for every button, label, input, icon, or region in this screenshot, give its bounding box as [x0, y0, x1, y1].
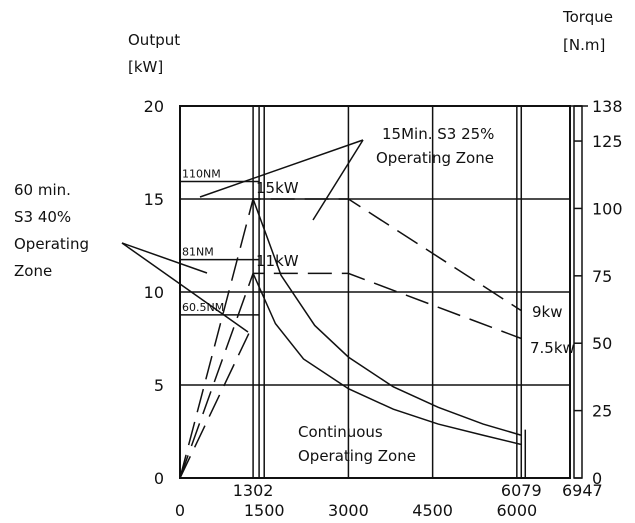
left-axis-title-2: [kW] [128, 58, 163, 76]
series-line-2 [179, 272, 522, 479]
leader-s3-25-b [312, 139, 364, 221]
bottom-tick-label: 0 [175, 501, 185, 520]
leader-s3-40-a [121, 242, 208, 274]
right-axis-title-2: [N.m] [563, 36, 605, 54]
torque-tick-label: 25 [592, 402, 612, 421]
torque-tick-label: 0 [592, 469, 602, 488]
zone-s3-40-line2: S3 40% [14, 208, 71, 226]
annotation-leaders [121, 139, 364, 333]
torque-axis-bar [573, 105, 583, 479]
bottom-tick-label: 6000 [496, 501, 537, 520]
torque-axis: 0 25 50 75 100 125 138 [568, 97, 623, 488]
series-line-5 [252, 273, 522, 446]
bottom-tick-label: 4500 [412, 501, 453, 520]
grid-lines [179, 105, 571, 479]
upper-tick-label: 6947 [562, 481, 603, 500]
torque-level-label: 60.5NM [182, 301, 224, 314]
tick-labels: 0 5 10 15 20 0 1500 3000 4500 6000 1302 6079 6947 [144, 97, 603, 520]
upper-tick-label: 6079 [501, 481, 542, 500]
leader-s3-40-b [121, 242, 249, 333]
left-tick-label: 10 [144, 283, 164, 302]
torque-tick-label: 100 [592, 199, 623, 218]
zone-continuous-line2: Operating Zone [298, 447, 416, 465]
zone-s3-25-line2: Operating Zone [376, 149, 494, 167]
zone-s3-25-line1: 15Min. S3 25% [382, 125, 494, 143]
torque-tick-label: 75 [592, 267, 612, 286]
label-11kw: 11kW [256, 252, 299, 270]
label-9kw: 9kw [532, 303, 563, 321]
upper-tick-label: 1302 [233, 481, 274, 500]
torque-level-rows: 110NM 81NM 60.5NM [180, 167, 260, 316]
zone-s3-40-line4: Zone [14, 262, 52, 280]
left-tick-label: 0 [154, 469, 164, 488]
series-line-1 [179, 198, 522, 479]
leader-s3-25-a [199, 139, 364, 198]
torque-level-label: 110NM [182, 167, 221, 180]
label-15kw: 15kW [256, 179, 299, 197]
torque-tick-label: 138 [592, 97, 623, 116]
bottom-tick-label: 1500 [244, 501, 285, 520]
bottom-tick-label: 3000 [328, 501, 369, 520]
torque-tick-label: 125 [592, 132, 623, 151]
left-axis-title-1: Output [128, 31, 180, 49]
zone-s3-40-line1: 60 min. [14, 181, 71, 199]
label-7-5kw: 7.5kw [530, 339, 575, 357]
torque-level-label: 81NM [182, 246, 214, 259]
left-tick-label: 20 [144, 97, 164, 116]
series-line-3 [179, 324, 254, 479]
series-lines [179, 198, 527, 479]
left-tick-label: 5 [154, 376, 164, 395]
zone-s3-40-line3: Operating [14, 235, 89, 253]
series-line-4 [252, 198, 522, 436]
left-tick-label: 15 [144, 190, 164, 209]
zone-continuous-line1: Continuous [298, 423, 383, 441]
torque-tick-label: 50 [592, 334, 612, 353]
right-axis-title-1: Torque [562, 8, 613, 26]
